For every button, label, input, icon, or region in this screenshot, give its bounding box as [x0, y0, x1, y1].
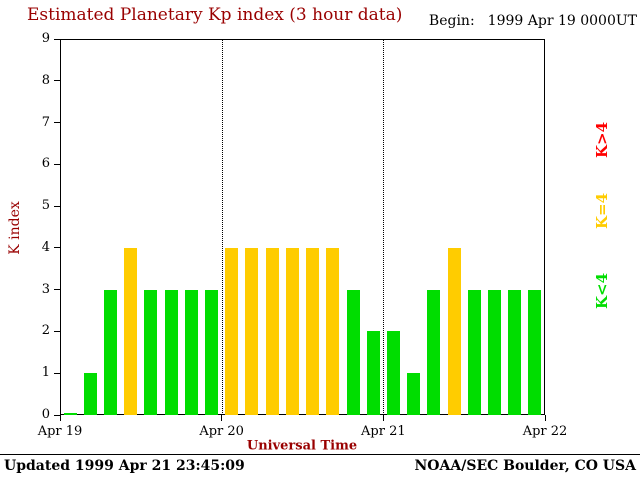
- x-tick-label: Apr 19: [37, 424, 83, 439]
- kp-bar: [386, 331, 400, 415]
- y-tick: [54, 205, 60, 207]
- begin-timestamp: Begin: 1999 Apr 19 0000UT: [429, 13, 637, 29]
- y-tick-label: 5: [41, 198, 50, 214]
- kp-bar: [245, 247, 259, 415]
- kp-bar: [447, 247, 461, 415]
- kp-bar: [366, 331, 380, 415]
- day-boundary-gridline: [221, 39, 223, 415]
- x-tick-label: Apr 22: [522, 424, 568, 439]
- kp-bar: [306, 247, 320, 415]
- source-credit: NOAA/SEC Boulder, CO USA: [414, 458, 637, 474]
- y-tick-label: 6: [41, 156, 50, 172]
- kp-bar: [144, 289, 158, 415]
- y-axis-title: K index: [7, 201, 23, 255]
- kp-bar: [285, 247, 299, 415]
- y-tick: [54, 414, 60, 416]
- kp-bar: [124, 247, 138, 415]
- y-tick: [54, 247, 60, 249]
- y-tick: [54, 289, 60, 291]
- footer-divider: [0, 454, 640, 455]
- kp-bar: [104, 289, 118, 415]
- kp-bar: [63, 413, 77, 415]
- legend-item: K>4: [593, 121, 611, 159]
- y-tick-label: 9: [41, 31, 50, 46]
- kp-bar: [83, 373, 97, 415]
- legend-item: K<4: [593, 272, 611, 310]
- x-axis-title: Universal Time: [246, 438, 358, 454]
- updated-timestamp: Updated 1999 Apr 21 23:45:09: [4, 458, 245, 474]
- y-tick-label: 1: [41, 365, 50, 381]
- day-boundary-gridline: [383, 39, 385, 415]
- y-tick-label: 4: [41, 239, 50, 255]
- y-tick: [54, 122, 60, 124]
- y-tick-label: 2: [41, 323, 50, 339]
- kp-bar: [205, 289, 219, 415]
- y-tick-label: 8: [41, 72, 50, 88]
- y-tick: [54, 163, 60, 165]
- kp-bar: [407, 373, 421, 415]
- kp-bar: [508, 289, 522, 415]
- x-tick: [59, 415, 61, 421]
- legend-item: K=4: [593, 192, 611, 230]
- y-tick: [54, 38, 60, 40]
- x-tick: [382, 415, 384, 421]
- x-tick: [544, 415, 546, 421]
- chart-title: Estimated Planetary Kp index (3 hour dat…: [27, 5, 403, 25]
- y-tick-label: 7: [41, 114, 50, 130]
- y-tick: [54, 372, 60, 374]
- begin-label: Begin:: [428, 13, 475, 29]
- x-tick: [221, 415, 223, 421]
- y-tick-label: 0: [41, 407, 50, 422]
- y-tick-label: 3: [41, 281, 50, 297]
- kp-bar: [164, 289, 178, 415]
- kp-bar: [346, 289, 360, 415]
- x-tick-label: Apr 20: [199, 424, 244, 439]
- kp-bar: [326, 247, 340, 415]
- y-tick: [54, 80, 60, 82]
- kp-bar: [184, 289, 198, 415]
- kp-bar: [265, 247, 279, 415]
- kp-bar: [487, 289, 501, 415]
- y-tick: [54, 330, 60, 332]
- kp-bar: [528, 289, 542, 415]
- kp-bar: [467, 289, 481, 415]
- plot-area: [60, 39, 545, 415]
- kp-bar: [427, 289, 441, 415]
- kp-bar: [225, 247, 239, 415]
- begin-value: 1999 Apr 19 0000UT: [487, 13, 637, 29]
- x-tick-label: Apr 21: [361, 424, 406, 439]
